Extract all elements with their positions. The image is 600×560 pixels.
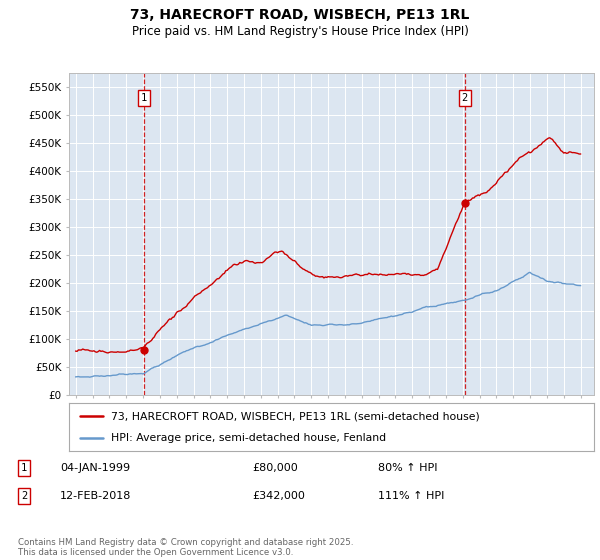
Text: 04-JAN-1999: 04-JAN-1999 (60, 463, 130, 473)
Text: 80% ↑ HPI: 80% ↑ HPI (378, 463, 437, 473)
Text: Price paid vs. HM Land Registry's House Price Index (HPI): Price paid vs. HM Land Registry's House … (131, 25, 469, 38)
Text: 73, HARECROFT ROAD, WISBECH, PE13 1RL (semi-detached house): 73, HARECROFT ROAD, WISBECH, PE13 1RL (s… (111, 411, 480, 421)
Text: 1: 1 (140, 93, 146, 103)
Text: 2: 2 (461, 93, 468, 103)
Text: 12-FEB-2018: 12-FEB-2018 (60, 491, 131, 501)
Text: Contains HM Land Registry data © Crown copyright and database right 2025.
This d: Contains HM Land Registry data © Crown c… (18, 538, 353, 557)
Text: 2: 2 (21, 491, 27, 501)
Text: £80,000: £80,000 (252, 463, 298, 473)
Text: £342,000: £342,000 (252, 491, 305, 501)
Text: 1: 1 (21, 463, 27, 473)
Text: HPI: Average price, semi-detached house, Fenland: HPI: Average price, semi-detached house,… (111, 433, 386, 443)
Text: 111% ↑ HPI: 111% ↑ HPI (378, 491, 445, 501)
Text: 73, HARECROFT ROAD, WISBECH, PE13 1RL: 73, HARECROFT ROAD, WISBECH, PE13 1RL (130, 8, 470, 22)
